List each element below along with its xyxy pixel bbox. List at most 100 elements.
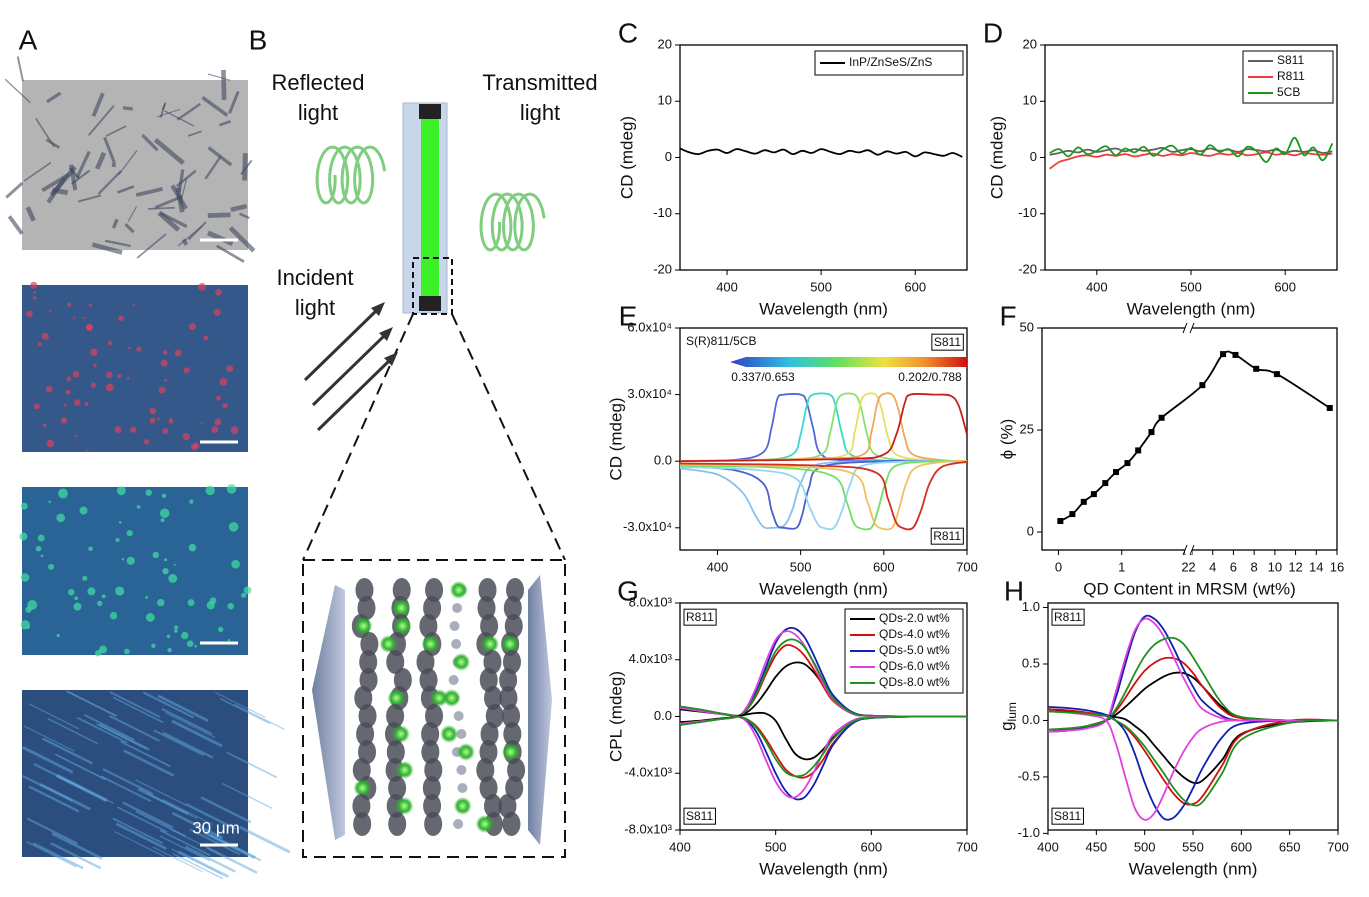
- texture: [174, 349, 182, 357]
- texture: [16, 56, 24, 82]
- line: [680, 461, 967, 531]
- glass-plate: [312, 585, 345, 840]
- molecule: [451, 639, 462, 649]
- texture: [145, 489, 152, 496]
- y-tick-label: 3.0x10⁴: [627, 386, 672, 401]
- series-group: [680, 147, 963, 158]
- zoom-line: [451, 313, 566, 561]
- plot-frame: [1047, 602, 1339, 831]
- quantum-dot: [452, 653, 471, 671]
- cap: [419, 296, 441, 311]
- texture: [145, 613, 155, 622]
- texture: [50, 842, 102, 870]
- arrowhead: [371, 302, 385, 316]
- molecule: [453, 711, 464, 721]
- line: [1048, 710, 1338, 807]
- texture: [167, 647, 172, 653]
- y-tick-label: -3.0x10⁴: [623, 519, 672, 534]
- texture: [176, 102, 202, 121]
- line: [680, 459, 967, 530]
- glass-plate: [528, 575, 552, 845]
- marker: [1069, 511, 1076, 518]
- texture: [73, 602, 82, 611]
- texture: [231, 559, 240, 569]
- molecule: [388, 776, 407, 800]
- y-tick-label: -20: [1018, 261, 1037, 276]
- texture: [46, 439, 55, 448]
- texture: [187, 599, 195, 606]
- texture: [67, 690, 118, 717]
- texture: [194, 644, 197, 648]
- texture: [48, 563, 55, 570]
- box-label-frame: [683, 807, 716, 825]
- panel-a: A 30 μm: [4, 24, 291, 880]
- legend-label: InP/ZnSeS/ZnS: [849, 55, 932, 69]
- texture: [66, 390, 71, 395]
- texture: [74, 399, 81, 406]
- x-tick-label: 400: [669, 839, 691, 854]
- quantum-dot: [456, 743, 475, 761]
- texture: [103, 136, 116, 164]
- line: [1059, 350, 1331, 522]
- legend-label: QDs-5.0 wt%: [879, 643, 950, 657]
- texture: [111, 218, 119, 229]
- texture: [171, 848, 222, 875]
- texture: [184, 845, 236, 873]
- texture: [56, 513, 66, 523]
- texture: [104, 239, 131, 248]
- texture: [161, 493, 167, 498]
- x-tick-label: 700: [956, 839, 978, 854]
- y-tick-label: 10: [1023, 93, 1037, 108]
- texture: [205, 485, 215, 496]
- texture: [181, 238, 189, 246]
- texture: [222, 403, 228, 409]
- molecule: [502, 812, 521, 836]
- texture: [160, 359, 168, 367]
- line: [680, 459, 967, 531]
- texture: [41, 332, 49, 340]
- texture: [118, 521, 122, 524]
- legend: QDs-2.0 wt% QDs-4.0 wt% QDs-5.0 wt% QDs-6.0…: [844, 608, 964, 694]
- molecule: [356, 722, 375, 746]
- texture: [126, 530, 133, 537]
- texture: [174, 625, 179, 630]
- incident-arrows: [303, 302, 398, 432]
- texture: [158, 386, 166, 394]
- y-tick-label: -1.0: [1018, 825, 1040, 840]
- texture: [172, 853, 224, 880]
- texture: [68, 588, 75, 596]
- quantum-dot: [501, 635, 520, 653]
- legend-label: QDs-8.0 wt%: [879, 675, 950, 689]
- texture: [219, 120, 232, 127]
- marker: [1232, 351, 1239, 358]
- texture: [109, 715, 160, 742]
- y-tick-label: 25: [1020, 421, 1034, 436]
- texture: [112, 817, 164, 845]
- molecule: [477, 596, 496, 620]
- molecule: [476, 758, 495, 782]
- texture: [26, 817, 78, 845]
- y-axis-label: CD (mdeg): [617, 116, 636, 199]
- texture: [77, 194, 102, 203]
- label: Reflected: [272, 70, 365, 95]
- x-tick-label: 4: [1209, 559, 1216, 574]
- texture: [239, 825, 291, 854]
- x-tick-label: 650: [1279, 839, 1301, 854]
- texture: [122, 801, 174, 829]
- legend-label: QDs-4.0 wt%: [879, 627, 950, 641]
- quantum-dot: [391, 725, 410, 743]
- line: [680, 459, 967, 531]
- texture: [87, 587, 96, 596]
- x-axis-label: Wavelength (nm): [1127, 299, 1256, 318]
- molecule: [502, 650, 521, 674]
- texture: [69, 164, 78, 191]
- texture: [162, 350, 168, 355]
- label: light: [298, 100, 338, 125]
- texture: [79, 506, 88, 515]
- texture: [210, 834, 262, 862]
- y-tick-label: 50: [1020, 319, 1034, 334]
- y-tick-label: 0: [1030, 149, 1037, 164]
- texture: [109, 691, 161, 718]
- texture: [109, 611, 118, 620]
